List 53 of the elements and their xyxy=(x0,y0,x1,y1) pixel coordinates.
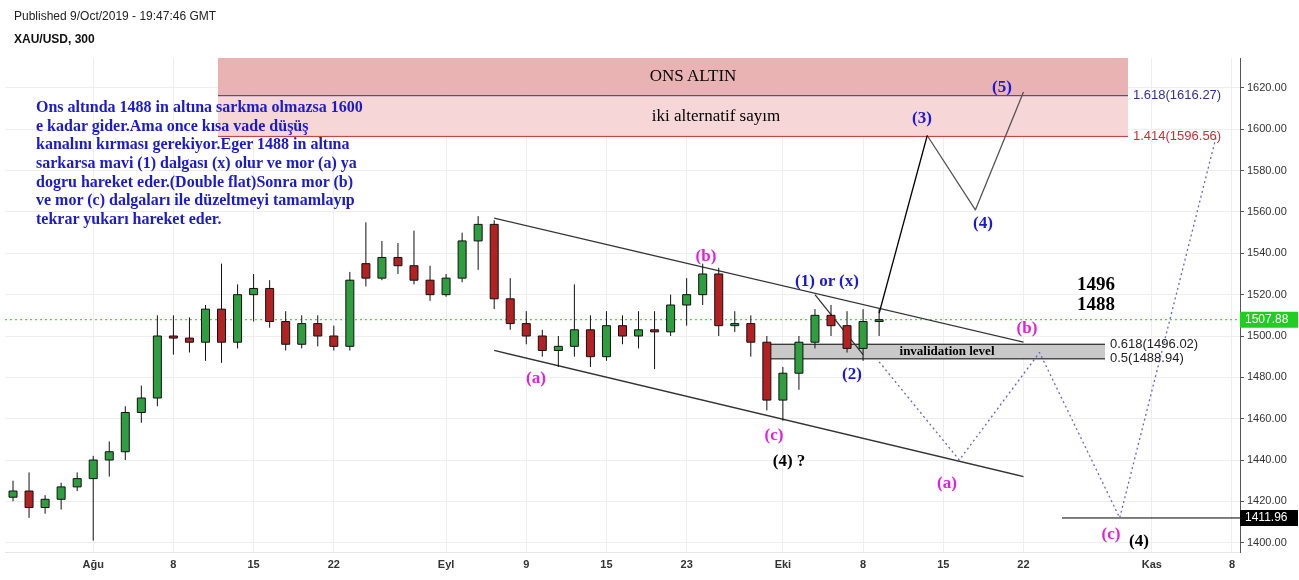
ref-line-label: 1.618(1616.27) xyxy=(1133,87,1222,103)
x-tick-label: 9 xyxy=(523,557,530,570)
annotation: (4) ? xyxy=(772,451,806,471)
ref-line-label: 0.5(1488.94) xyxy=(1110,350,1184,366)
y-tick-label: 1600.00 xyxy=(1247,122,1287,135)
y-tick-label: 1440.00 xyxy=(1247,453,1287,466)
x-tick-label: 22 xyxy=(327,557,340,570)
annotation: Ons altında 1488 in altına sarkma olmazsa 1600 e kadar gider.Ama once kısa vade düşüş kanalını kırması gerekiyor.Eger 1488 in altına sarkarsa mavi (1) dalgası (x) olur ve mor (a) ya dogru hareket eder.(Double flat)Sonra mor (b) ve mor (c) dalgaları ile düzeltmeyi tamamlayıp tekrar yukarı hareket eder. xyxy=(36,98,363,228)
band-label: iki alternatif sayım xyxy=(651,105,781,125)
ref-line-label: 1507.88 xyxy=(1245,312,1289,327)
annotation: (3) xyxy=(912,108,932,128)
y-tick-label: 1540.00 xyxy=(1247,246,1287,259)
y-tick-label: 1460.00 xyxy=(1247,411,1287,424)
annotation: 1496 xyxy=(1077,272,1115,294)
y-tick-label: 1500.00 xyxy=(1247,329,1287,342)
ref-line-label: 0.618(1496.02) xyxy=(1110,335,1199,351)
x-tick-label: 15 xyxy=(600,557,613,570)
annotation: (a) xyxy=(526,368,546,388)
annotation: (c) xyxy=(1101,524,1121,544)
x-tick-label: 23 xyxy=(680,557,693,570)
y-tick-label: 1420.00 xyxy=(1247,494,1287,507)
x-tick-label: Eyl xyxy=(437,557,455,570)
annotation: (1) or (x) xyxy=(795,271,859,291)
annotation: (b) xyxy=(695,246,717,266)
chart-title: XAU/USD, 300 xyxy=(14,32,96,47)
ref-line-label: 1.414(1596.56) xyxy=(1133,128,1222,143)
y-tick-label: 1400.00 xyxy=(1247,535,1287,548)
annotation: (4) xyxy=(1129,531,1149,551)
y-tick-label: 1620.00 xyxy=(1247,81,1287,93)
y-tick-label: 1520.00 xyxy=(1247,287,1287,300)
y-tick-label: 1560.00 xyxy=(1247,205,1287,218)
annotation: 1488 xyxy=(1077,292,1115,314)
annotation: (a) xyxy=(937,473,957,493)
x-tick-label: 15 xyxy=(247,557,260,570)
annotation: (4) xyxy=(973,213,993,233)
annotation: (b) xyxy=(1016,318,1038,338)
annotation: (2) xyxy=(842,364,862,384)
annotation: (c) xyxy=(764,425,784,445)
x-tick-label: 22 xyxy=(1017,557,1030,570)
band-label: ONS ALTIN xyxy=(649,66,737,86)
y-tick-label: 1580.00 xyxy=(1247,163,1287,176)
x-tick-label: Ağu xyxy=(82,557,104,570)
band-label: invalidation level xyxy=(899,342,995,358)
x-tick-label: 8 xyxy=(860,557,867,570)
x-tick-label: 8 xyxy=(170,557,177,570)
x-tick-label: 15 xyxy=(937,557,950,570)
y-tick-label: 1480.00 xyxy=(1247,370,1287,383)
annotation: (5) xyxy=(992,77,1012,97)
text: Published 9/Oct/2019 - 19:47:46 GMT xyxy=(14,9,217,24)
x-tick-label: 8 xyxy=(1228,557,1236,570)
x-tick-label: Kas xyxy=(1141,557,1162,570)
x-tick-label: Eki xyxy=(774,557,792,570)
ref-line-label: 1411.96 xyxy=(1245,510,1288,525)
